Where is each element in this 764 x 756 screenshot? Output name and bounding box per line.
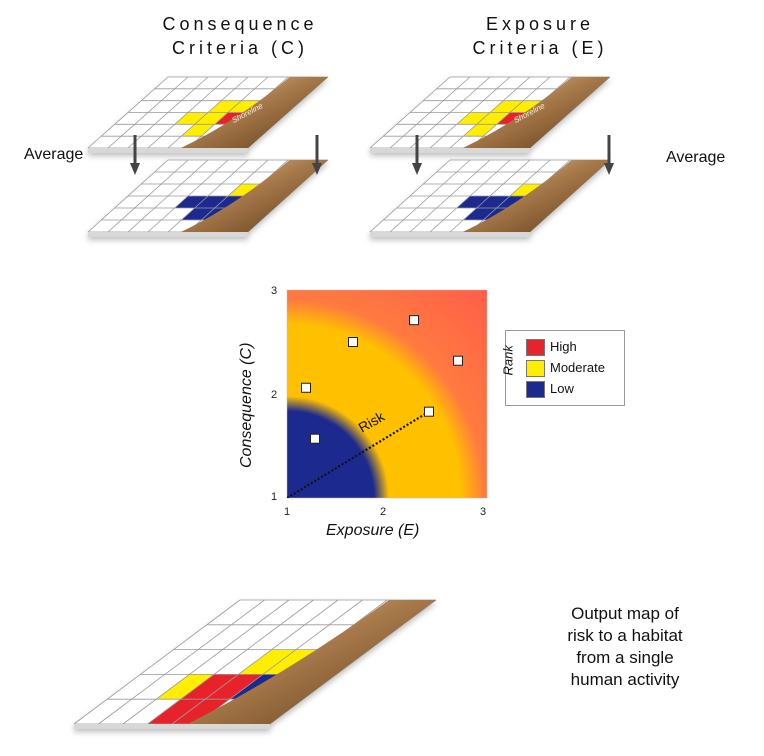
grid-line (171, 599, 339, 725)
map-edge (88, 232, 248, 237)
output-line-1: Output map of (571, 604, 679, 623)
map-cell-red (180, 674, 239, 700)
map-cell-yellow (490, 100, 524, 113)
map-cell-blue (476, 196, 510, 208)
map-cell-red (172, 699, 230, 724)
output-risk-map (73, 599, 437, 729)
legend-item-high: High (526, 338, 577, 357)
legend-swatch-moderate (526, 360, 545, 378)
map-cell-yellow (510, 184, 544, 196)
map-cell-yellow (208, 100, 242, 113)
map-cell-red (147, 699, 206, 724)
x-axis-label: Exposure (E) (326, 522, 420, 539)
output-line-2: risk to a habitat (567, 626, 683, 645)
shoreline (180, 77, 328, 148)
y-tick-3: 3 (271, 285, 278, 297)
map-cell-blue (174, 196, 208, 208)
down-arrow-4 (604, 135, 614, 175)
grid-line (73, 599, 241, 725)
y-tick-2: 2 (271, 389, 278, 401)
map-cell-yellow (228, 184, 262, 196)
shoreline (187, 600, 436, 724)
output-line-3: from a single (576, 648, 674, 667)
exposure-title-line1: Exposure (485, 14, 595, 34)
exposure-map: Shoreline (369, 76, 611, 153)
legend-item-low: Low (526, 380, 574, 399)
legend-item-moderate: Moderate (526, 359, 605, 378)
map-cell-yellow (194, 112, 228, 125)
x-tick-2: 2 (380, 506, 387, 518)
map-cell-yellow (228, 100, 262, 113)
consequence-title-line1: Consequence (162, 14, 318, 34)
map-cell-blue (456, 196, 490, 208)
map-cell-yellow (456, 112, 490, 125)
output-caption: Output map of risk to a habitat from a s… (530, 603, 720, 691)
legend-label-low: Low (550, 381, 574, 396)
map-cell-yellow (510, 100, 544, 113)
map-cell-yellow (262, 649, 321, 675)
x-tick-1: 1 (284, 506, 291, 518)
grid-line (122, 599, 290, 725)
map-cell-yellow (156, 674, 214, 700)
shoreline (180, 160, 328, 232)
map-cell-blue (463, 208, 497, 220)
map-edge (370, 232, 530, 237)
exposure-title: Exposure Criteria (E) (440, 12, 640, 60)
map-cell-yellow (181, 124, 215, 137)
map-cell-yellow (238, 649, 297, 675)
legend: Rank High Moderate Low (501, 330, 625, 406)
legend-swatch-high (526, 339, 545, 357)
consequence-map: Shoreline (87, 76, 329, 153)
average-label-right: Average (666, 149, 726, 166)
grid-line (147, 599, 314, 725)
consequence-average-map (87, 159, 329, 237)
exposure-title-line2: Criteria (E) (472, 38, 608, 58)
map-edge (74, 724, 270, 729)
legend-label-moderate: Moderate (550, 360, 605, 375)
map-cell-blue (181, 208, 215, 220)
map-cell-yellow (463, 124, 497, 137)
map-cell-blue (194, 196, 228, 208)
y-axis-label: Consequence (C) (238, 342, 255, 468)
map-cell-red (205, 674, 263, 700)
legend-swatch-low (526, 381, 545, 399)
average-label-left: Average (24, 146, 84, 163)
shoreline (462, 160, 610, 232)
map-edge (370, 148, 530, 153)
exposure-average-map (369, 159, 611, 237)
x-tick-3: 3 (480, 506, 487, 518)
map-cell-yellow (174, 112, 208, 125)
shoreline (462, 77, 610, 148)
legend-title: Rank (500, 345, 516, 376)
y-tick-1: 1 (271, 491, 278, 503)
output-line-4: human activity (570, 670, 680, 689)
map-cell-yellow (476, 112, 510, 125)
legend-label-high: High (550, 339, 577, 354)
consequence-title-line2: Criteria (C) (172, 38, 308, 58)
consequence-title: Consequence Criteria (C) (140, 12, 340, 60)
grid-line (98, 599, 265, 725)
map-edge (88, 148, 248, 153)
grid-line (196, 599, 363, 725)
